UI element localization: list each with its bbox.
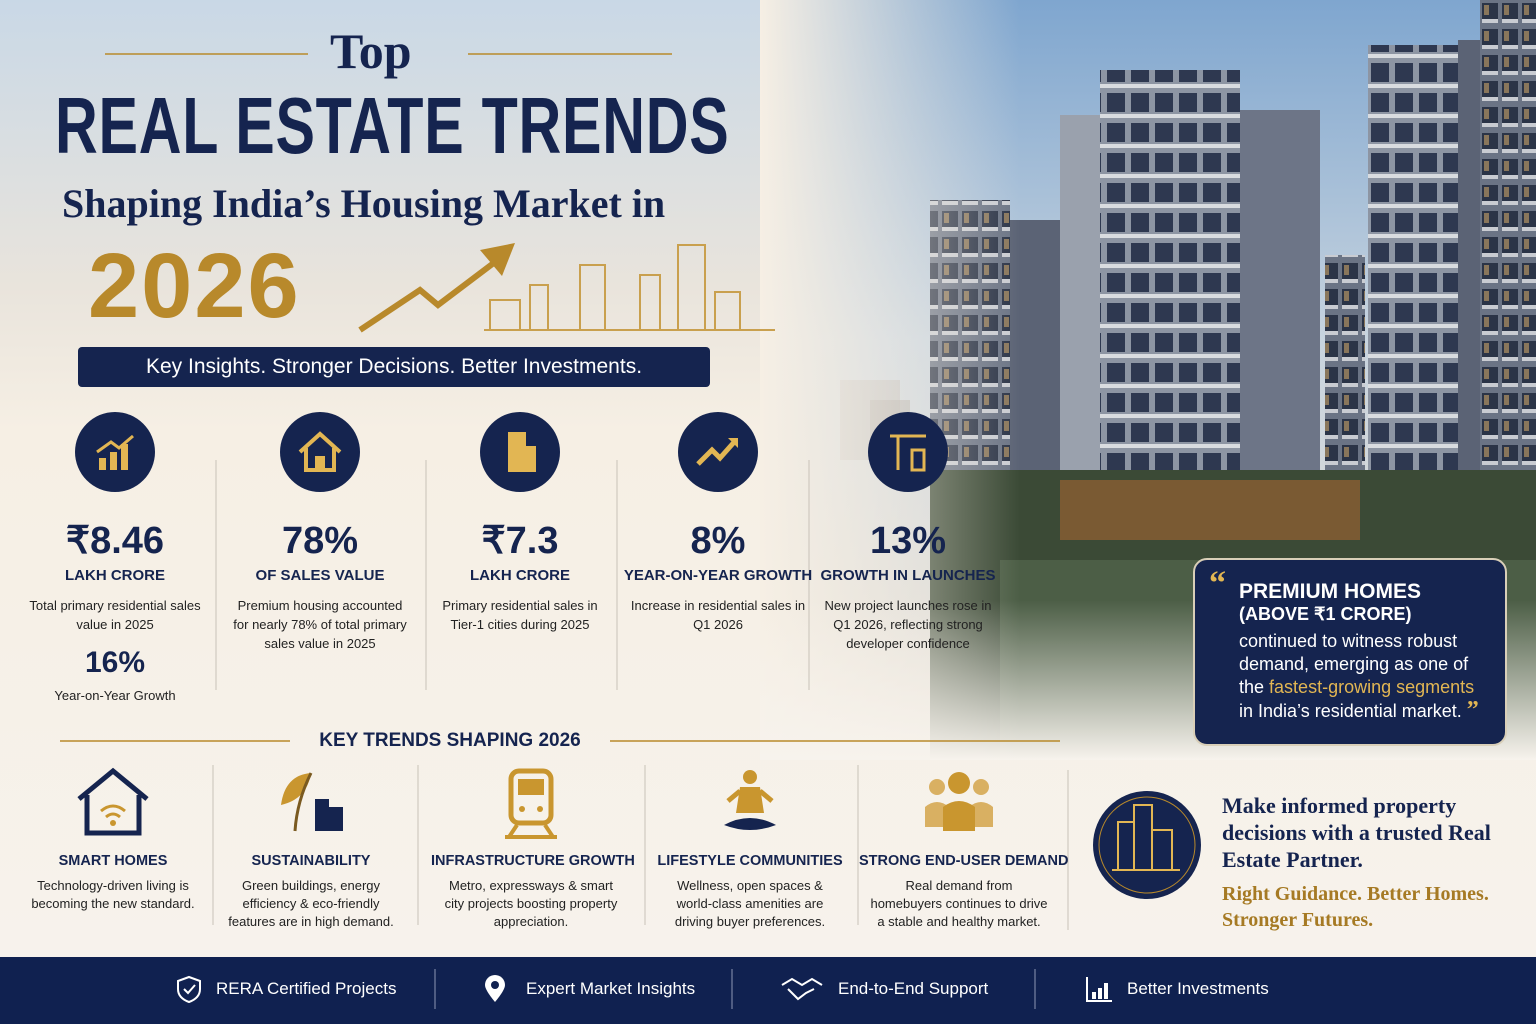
footer-text: End-to-End Support (838, 979, 989, 998)
trend: STRONG END-USER DEMAND Real demand from … (859, 765, 1069, 931)
quote-mark: ” (1466, 697, 1479, 723)
stat-label: GROWTH IN LAUNCHES (820, 567, 996, 584)
stat: 13% GROWTH IN LAUNCHES New project launc… (813, 412, 1003, 653)
trend-title: INFRASTRUCTURE GROWTH (431, 853, 635, 869)
stat-icon (480, 412, 560, 492)
header-year: 2026 (88, 235, 301, 337)
trend: SUSTAINABILITY Green buildings, energy e… (211, 765, 411, 931)
stat-icon (868, 412, 948, 492)
stat-label: LAKH CRORE (65, 567, 165, 584)
trend: SMART HOMES Technology-driven living is … (13, 765, 213, 913)
quote-highlight: fastest-growing segments (1269, 677, 1475, 697)
stat-desc: Primary residential sales in Tier-1 citi… (442, 598, 598, 632)
stat-desc: Total primary residential sales value in… (29, 598, 201, 632)
trend: INFRASTRUCTURE GROWTH Metro, expressways… (431, 765, 635, 931)
tagline: Key Insights. Stronger Decisions. Better… (78, 347, 710, 387)
stat-label: YEAR-ON-YEAR GROWTH (623, 567, 813, 584)
footer-icon (485, 975, 505, 1002)
trend-title: LIFESTYLE COMMUNITIES (657, 853, 843, 869)
trend-title: STRONG END-USER DEMAND (859, 853, 1069, 869)
stat-value: 78% (281, 520, 359, 562)
trend-icon (925, 772, 993, 831)
cta-text: Make informed property decisions with a … (1222, 793, 1491, 872)
header-subtitle: Shaping India’s Housing Market in (62, 181, 666, 226)
stat-value: 8% (690, 520, 746, 562)
footer-text: Expert Market Insights (526, 979, 696, 998)
trend-desc: Real demand from homebuyers continues to… (870, 878, 1048, 929)
stat-desc: Premium housing accounted for nearly 78%… (233, 598, 407, 651)
stat-icon (678, 412, 758, 492)
trend-desc: Metro, expressways & smart city projects… (444, 878, 618, 929)
footer-item: RERA Certified Projects (176, 975, 396, 1003)
trend-icon (281, 772, 343, 832)
quote-box: “ PREMIUM HOMES (ABOVE ₹1 CRORE) continu… (1193, 558, 1507, 746)
trend-desc: Wellness, open spaces & world-class amen… (674, 878, 826, 929)
quote-heading: PREMIUM HOMES (1239, 580, 1422, 603)
stat-desc: New project launches rose in Q1 2026, re… (824, 598, 992, 651)
stat-value: ₹8.46 (65, 520, 165, 562)
stat-label: LAKH CRORE (470, 567, 570, 584)
stat-value: ₹7.3 (481, 520, 559, 562)
stat-value: 13% (869, 520, 947, 562)
footer-text: Better Investments (1127, 979, 1269, 998)
trend-desc: Technology-driven living is becoming the… (31, 878, 195, 911)
footer-icon (177, 975, 201, 1003)
footer-icon (1086, 977, 1112, 1002)
stat: 78% OF SALES VALUE Premium housing accou… (225, 412, 415, 653)
footer-item: Expert Market Insights (484, 975, 695, 1003)
trend: LIFESTYLE COMMUNITIES Wellness, open spa… (650, 765, 850, 931)
quote-body: continued to witness robust demand, emer… (1239, 631, 1469, 697)
footer-text: RERA Certified Projects (216, 979, 397, 998)
footer-item: End-to-End Support (780, 975, 988, 1003)
stat-label: OF SALES VALUE (255, 567, 385, 584)
trends-heading: KEY TRENDS SHAPING 2026 (319, 730, 581, 751)
stat-icon (280, 412, 360, 492)
footer-dividers (434, 969, 1036, 1009)
stat: 8% YEAR-ON-YEAR GROWTH Increase in resid… (623, 412, 813, 634)
footer-item: Better Investments (1085, 975, 1269, 1003)
quote-subheading: (ABOVE ₹1 CRORE) (1239, 604, 1412, 624)
quote-end: in India’s residential market. (1239, 701, 1462, 721)
trend-icon (77, 767, 149, 836)
trend-title: SUSTAINABILITY (251, 853, 371, 869)
quote-mark: “ (1209, 565, 1226, 602)
footer-bar (0, 957, 1536, 1024)
header-top: Top (330, 23, 412, 79)
stat: ₹8.46 LAKH CRORE Total primary residenti… (20, 412, 210, 705)
stat-desc: Increase in residential sales in Q1 2026 (630, 598, 806, 632)
trend-icon (724, 770, 776, 830)
stat-desc-secondary: Year-on-Year Growth (54, 688, 176, 703)
trend-desc: Green buildings, energy efficiency & eco… (228, 878, 394, 929)
cta-tagline: Right Guidance. Better Homes. Stronger F… (1222, 883, 1489, 931)
trend-title: SMART HOMES (58, 853, 168, 869)
stat: ₹7.3 LAKH CRORE Primary residential sale… (425, 412, 615, 634)
quote-text: continued to witness robust demand, emer… (1239, 630, 1487, 723)
footer-icon (781, 977, 823, 1001)
stat-value-secondary: 16% (84, 646, 146, 679)
trend-icon (505, 768, 557, 839)
stat-icon (75, 412, 155, 492)
header-title: REAL ESTATE TRENDS (55, 81, 730, 170)
